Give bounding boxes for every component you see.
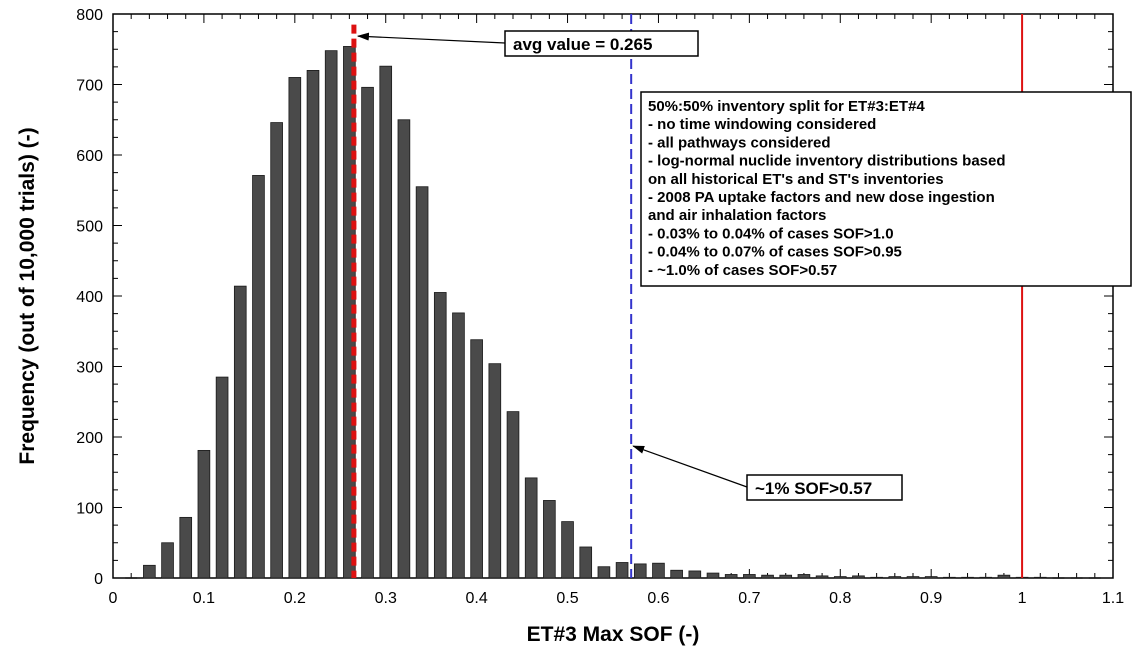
p99-callout-arrow: [632, 445, 748, 488]
x-tick-labels: 0 0.1 0.2 0.3 0.4 0.5 0.6 0.7 0.8 0.9 1 1.1: [109, 590, 1125, 607]
note-line: - log-normal nuclide inventory distribut…: [648, 153, 1006, 170]
y-tick-label: 100: [76, 501, 103, 518]
avg-callout-arrow: [356, 32, 506, 44]
note-line: - 2008 PA uptake factors and new dose in…: [648, 189, 995, 206]
histogram-bar: [379, 65, 393, 579]
histogram-bar: [252, 175, 265, 579]
x-tick-label: 1: [1018, 590, 1027, 607]
histogram-bar: [470, 339, 483, 579]
note-line: on all historical ET's and ST's inventor…: [648, 171, 944, 188]
histogram-bar: [833, 576, 847, 579]
histogram-bar: [743, 574, 756, 579]
x-tick-label: 0.5: [556, 590, 578, 607]
histogram-bar: [652, 562, 665, 579]
histogram-bar: [1033, 576, 1047, 579]
histogram-bar: [979, 576, 993, 579]
histogram-bar: [561, 521, 574, 579]
histogram-bar: [615, 562, 629, 579]
y-tick-label: 300: [76, 360, 103, 377]
histogram-bar: [179, 516, 193, 579]
y-axis-title: Frequency (out of 10,000 trials) (-): [16, 127, 39, 464]
histogram-bar: [943, 576, 956, 579]
histogram-bar: [852, 575, 865, 579]
histogram-bar: [524, 477, 538, 579]
y-tick-label: 0: [94, 571, 103, 588]
y-tick-labels: 0 100 200 300 400 500 600 700 800: [76, 7, 103, 588]
x-tick-label: 0.2: [284, 590, 306, 607]
histogram-bar: [779, 574, 793, 579]
avg-callout-box: [504, 30, 699, 57]
histogram-bar: [143, 564, 156, 579]
y-tick-label: 200: [76, 430, 103, 447]
histogram-bar: [215, 376, 229, 579]
histogram-bar: [233, 285, 247, 579]
note-line: - 0.03% to 0.04% of cases SOF>1.0: [648, 225, 894, 242]
note-line: - all pathways considered: [648, 134, 831, 151]
histogram-bar: [815, 575, 829, 579]
histogram-bar: [288, 77, 302, 579]
x-tick-label: 1.1: [1102, 590, 1124, 607]
histogram-bar: [597, 566, 611, 579]
x-tick-label: 0: [109, 590, 118, 607]
x-tick-label: 0.6: [647, 590, 669, 607]
histogram-bar: [488, 363, 502, 579]
histogram-bar: [688, 570, 702, 579]
note-line: and air inhalation factors: [648, 207, 826, 224]
histogram-bar: [961, 576, 974, 579]
p99-callout-box: [746, 474, 903, 501]
histogram-bar: [888, 576, 902, 579]
histogram-bar: [706, 572, 720, 579]
x-axis-title: ET#3 Max SOF (-): [527, 623, 700, 646]
y-tick-label: 600: [76, 148, 103, 165]
x-tick-label: 0.9: [920, 590, 942, 607]
x-tick-label: 0.1: [193, 590, 215, 607]
histogram-bar: [324, 50, 338, 579]
y-tick-label: 700: [76, 78, 103, 95]
note-line: - no time windowing considered: [648, 116, 876, 133]
avg-callout-label: avg value = 0.265: [513, 35, 652, 54]
histogram-bar: [397, 119, 411, 579]
y-tick-label: 400: [76, 289, 103, 306]
histogram-bar: [579, 546, 593, 579]
note-line: 50%:50% inventory split for ET#3:ET#4: [648, 98, 925, 115]
histogram-bar: [633, 563, 647, 579]
histogram-bar: [761, 574, 774, 579]
note-line: - 0.04% to 0.07% of cases SOF>0.95: [648, 244, 902, 261]
assumptions-note-box: 50%:50% inventory split for ET#3:ET#4- n…: [640, 91, 1132, 287]
x-tick-label: 0.7: [738, 590, 760, 607]
x-tick-label: 0.4: [466, 590, 488, 607]
callouts: avg value = 0.265 ~1% SOF>0.57: [356, 30, 903, 501]
histogram-bar: [433, 292, 447, 579]
histogram-bar: [924, 576, 938, 579]
histogram-bar: [197, 449, 211, 579]
histogram-bar: [361, 86, 374, 579]
histogram-bar: [543, 500, 556, 579]
note-line: - ~1.0% of cases SOF>0.57: [648, 262, 837, 279]
histogram-bar: [306, 70, 320, 579]
histogram-bar: [870, 576, 883, 579]
x-tick-label: 0.8: [829, 590, 851, 607]
histogram-bar: [161, 542, 174, 579]
histogram-bars: [125, 46, 1101, 579]
histogram-bar: [506, 411, 520, 579]
histogram-bar: [997, 574, 1011, 579]
histogram-bar: [670, 569, 683, 579]
note-box-frame: [640, 91, 1132, 287]
p99-callout-label: ~1% SOF>0.57: [755, 479, 872, 498]
histogram-bar: [452, 312, 465, 579]
x-tick-label: 0.3: [375, 590, 397, 607]
histogram-bar: [797, 574, 811, 579]
histogram-bar: [724, 574, 738, 579]
histogram-bar: [270, 122, 283, 579]
y-tick-label: 500: [76, 219, 103, 236]
y-tick-label: 800: [76, 7, 103, 24]
histogram-bar: [906, 576, 920, 579]
histogram-bar: [415, 186, 429, 579]
